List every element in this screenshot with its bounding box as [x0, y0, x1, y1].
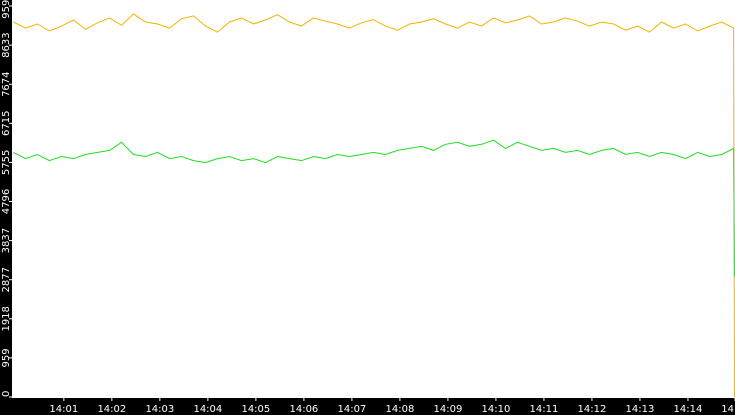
- y-tick-label: 3837: [1, 228, 12, 253]
- x-tick-label: 14: [721, 404, 734, 415]
- x-tick-label: 14:11: [530, 404, 559, 415]
- x-tick-label: 14:01: [49, 404, 78, 415]
- y-tick-label: 0: [1, 391, 12, 397]
- y-tick-label: 4796: [1, 189, 12, 214]
- x-tick-label: 14:06: [289, 404, 318, 415]
- x-tick-label: 14:03: [145, 404, 174, 415]
- x-tick-label: 14:08: [385, 404, 414, 415]
- series-line: [13, 139, 735, 277]
- y-tick-label: 5755: [1, 150, 12, 175]
- x-tick-label: 14:14: [674, 404, 703, 415]
- x-tick-label: 14:02: [97, 404, 126, 415]
- x-tick-label: 14:10: [482, 404, 511, 415]
- x-tick-label: 14:07: [337, 404, 366, 415]
- y-axis-band: [0, 0, 12, 415]
- y-tick-label: 959: [1, 348, 12, 367]
- y-tick-label: 8633: [1, 32, 12, 57]
- x-tick-label: 14:13: [626, 404, 655, 415]
- y-tick-label: 9593: [1, 0, 12, 19]
- x-tick-label: 14:05: [241, 404, 270, 415]
- x-tick-label: 14:09: [433, 404, 462, 415]
- series-line: [13, 13, 735, 398]
- x-axis-band: [0, 398, 735, 415]
- x-tick-label: 14:12: [578, 404, 607, 415]
- y-tick-label: 2877: [1, 267, 12, 292]
- x-tick-label: 14:04: [193, 404, 222, 415]
- y-tick-label: 1918: [1, 306, 12, 331]
- y-tick-label: 6715: [1, 111, 12, 136]
- y-tick-label: 7674: [1, 71, 12, 96]
